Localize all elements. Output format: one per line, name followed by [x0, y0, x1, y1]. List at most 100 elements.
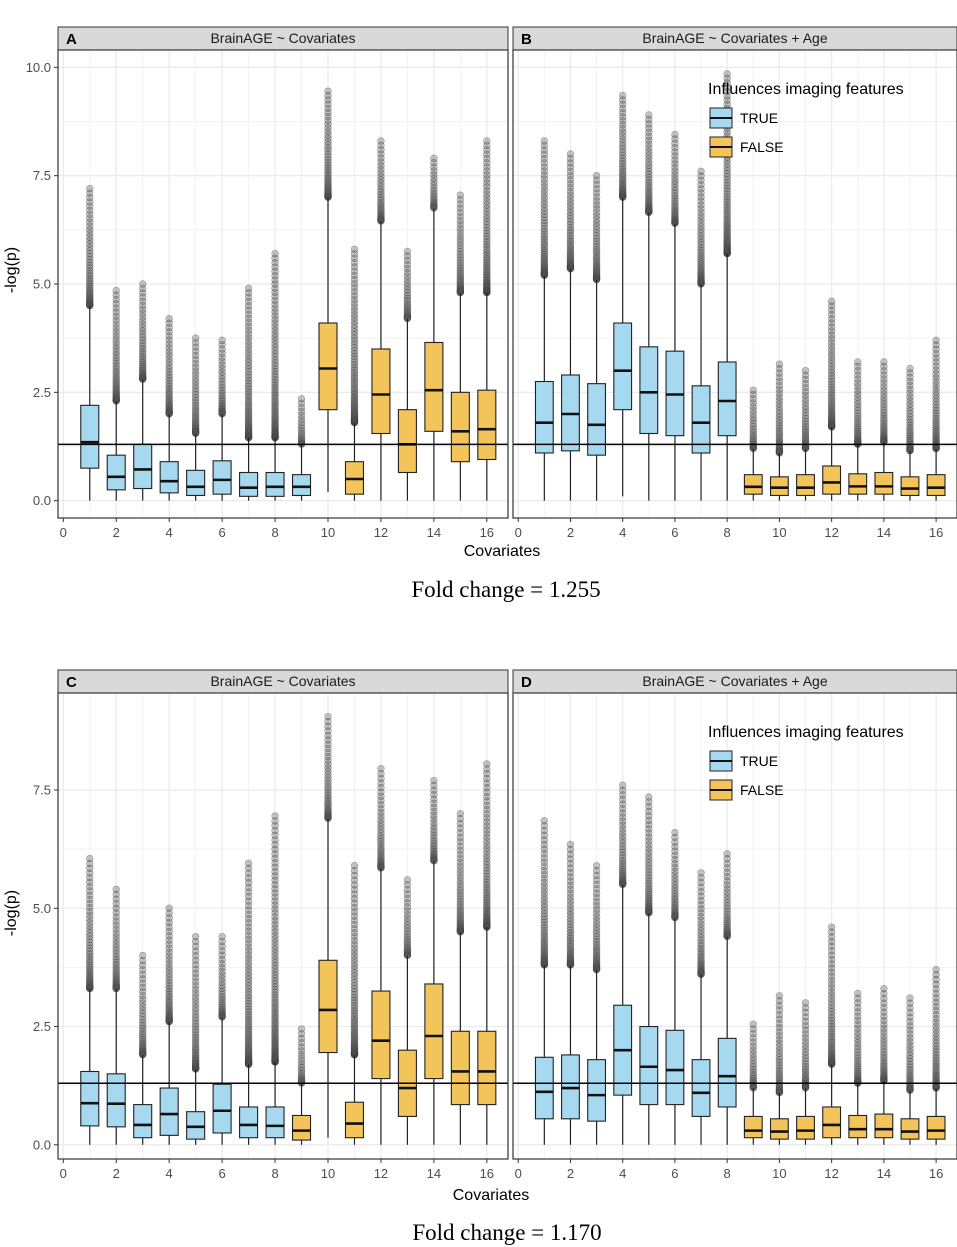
outlier-point [697, 269, 705, 277]
outlier-point [697, 251, 705, 259]
outlier-point [191, 415, 200, 423]
outlier-point [244, 395, 253, 403]
outlier-point [218, 386, 226, 395]
outlier-point [483, 280, 491, 288]
outlier-point [86, 210, 94, 219]
box-iqr [743, 1115, 763, 1139]
outlier-point [271, 362, 279, 370]
outlier-point [697, 270, 705, 278]
outlier-point [165, 391, 173, 399]
outlier-point [271, 405, 279, 413]
outlier-point [244, 406, 253, 414]
outlier-point [697, 260, 705, 268]
outlier-point [112, 331, 120, 339]
outlier-point [618, 120, 627, 129]
outlier-point [271, 812, 279, 820]
outlier-point [483, 265, 491, 273]
outlier-point [191, 425, 200, 433]
outlier-point [566, 187, 575, 196]
outlier-point [244, 412, 253, 420]
outlier-point [645, 178, 653, 187]
box-iqr [822, 465, 842, 495]
outlier-point [324, 127, 332, 136]
outlier-point [377, 193, 385, 201]
outlier-point [618, 145, 627, 153]
outlier-point [377, 764, 385, 773]
outlier-point [697, 258, 705, 266]
outlier-point [592, 254, 601, 263]
outlier-point [775, 421, 784, 430]
outlier-point [723, 209, 731, 218]
outlier-point [271, 425, 279, 434]
outlier-point [350, 250, 359, 258]
outlier-point [592, 258, 601, 267]
outlier-point [723, 184, 731, 193]
outlier-point [350, 363, 359, 372]
outlier-point [749, 419, 757, 428]
outlier-point [618, 117, 627, 125]
box-iqr [212, 460, 232, 495]
outlier-point [271, 258, 279, 267]
outlier-point [566, 231, 575, 240]
outlier-point [271, 423, 279, 432]
outlier-point [350, 388, 359, 397]
outlier-point [377, 209, 385, 218]
outlier-point [671, 214, 679, 223]
outlier-point [165, 387, 173, 395]
outlier-point [566, 218, 575, 226]
box-iqr [848, 473, 868, 495]
outlier-point [139, 356, 147, 365]
caption-top: Fold change = 1.255 [411, 577, 600, 602]
outlier-point [456, 809, 465, 818]
outlier-point [271, 419, 279, 428]
box-iqr [318, 322, 338, 411]
outlier-point [430, 154, 438, 163]
outlier-point [566, 249, 575, 257]
outlier-point [723, 246, 731, 254]
outlier-point [592, 240, 601, 248]
outlier-point [723, 205, 731, 213]
outlier-point [645, 151, 653, 159]
box-iqr [239, 1106, 259, 1139]
outlier-point [350, 295, 359, 304]
outlier-point [324, 147, 332, 155]
box-covariate-6 [665, 130, 685, 501]
outlier-point [324, 186, 332, 194]
outlier-point [191, 413, 200, 421]
outlier-point [86, 189, 94, 197]
outlier-point [483, 197, 491, 206]
outlier-point [165, 371, 173, 379]
outlier-point [271, 397, 279, 405]
outlier-point [271, 370, 279, 378]
outlier-point [540, 248, 549, 257]
outlier-point [165, 358, 173, 366]
outlier-point [723, 175, 731, 184]
outlier-point [86, 222, 94, 230]
outlier-point [723, 214, 731, 222]
outlier-point [540, 240, 549, 248]
outlier-point [671, 828, 679, 837]
outlier-point [775, 429, 784, 437]
outlier-point [430, 181, 438, 189]
outlier-point [350, 358, 359, 366]
outlier-point [566, 234, 575, 242]
outlier-point [456, 250, 465, 259]
outlier-point [697, 176, 705, 184]
outlier-point [218, 361, 226, 369]
outlier-point [671, 135, 679, 143]
outlier-point [483, 259, 491, 267]
outlier-point [139, 301, 147, 310]
box-iqr [900, 1118, 920, 1140]
outlier-point [191, 404, 200, 412]
outlier-point [350, 271, 359, 280]
outlier-point [350, 346, 359, 355]
outlier-point [430, 163, 438, 171]
outlier-point [191, 932, 200, 941]
y-tick-label: 0.0 [33, 493, 51, 508]
outlier-point [749, 1020, 757, 1028]
outlier-point [483, 154, 491, 163]
outlier-point [271, 426, 279, 435]
outlier-point [271, 424, 279, 433]
panel-letter: B [521, 31, 532, 48]
outlier-point [350, 307, 359, 315]
